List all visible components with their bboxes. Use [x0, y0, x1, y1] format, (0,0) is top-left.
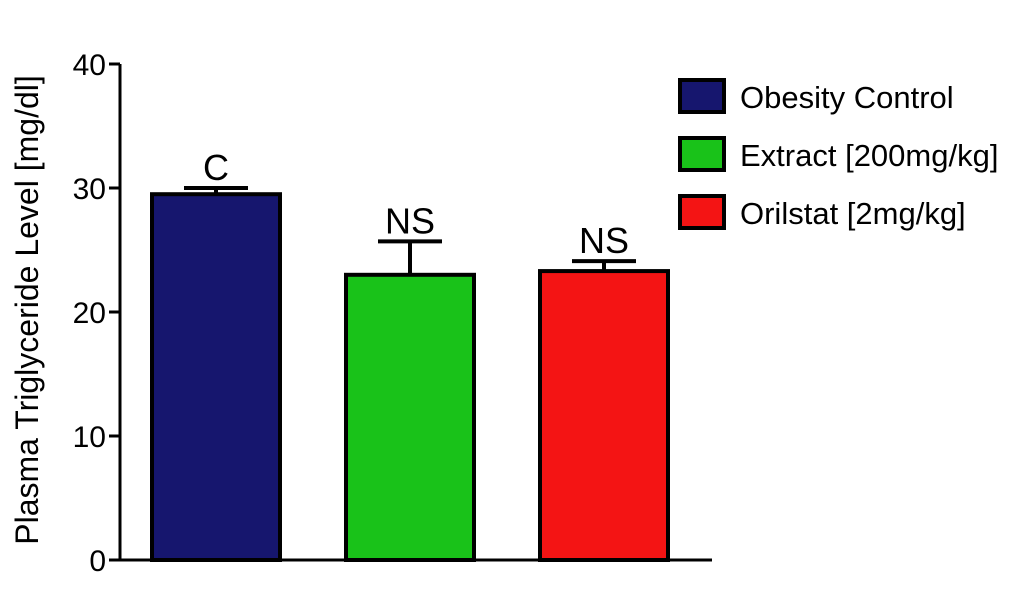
- legend: Obesity Control Extract [200mg/kg] Orilsta…: [678, 78, 998, 231]
- y-tick-label: 10: [73, 421, 106, 454]
- bar: [150, 192, 282, 562]
- y-tick-label: 30: [73, 173, 106, 206]
- legend-entry: Extract [200mg/kg]: [740, 138, 998, 173]
- y-tick-label: 40: [73, 49, 106, 82]
- legend-swatch: [678, 78, 726, 114]
- significance-label: NS: [579, 220, 629, 261]
- y-axis: 0 10 20 30 40: [73, 49, 712, 578]
- y-tick-label: 20: [73, 297, 106, 330]
- plot-area: C NS NS: [150, 147, 670, 562]
- y-tick-label: 0: [89, 545, 106, 578]
- legend-swatch: [678, 194, 726, 230]
- significance-label: C: [203, 147, 229, 188]
- significance-label: NS: [385, 200, 435, 241]
- y-axis-label: Plasma Triglyceride Level [mg/dl]: [9, 75, 45, 545]
- legend-entry: Orilstat [2mg/kg]: [740, 196, 966, 231]
- legend-entry: Obesity Control: [740, 80, 954, 115]
- legend-swatch: [678, 136, 726, 172]
- bar: [344, 272, 476, 562]
- bar: [538, 269, 670, 562]
